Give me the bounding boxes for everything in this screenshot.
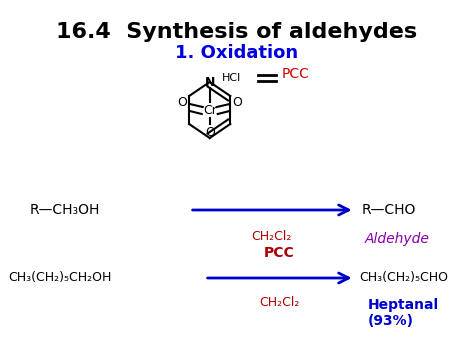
Text: HCl: HCl: [222, 73, 241, 83]
Text: CH₂Cl₂: CH₂Cl₂: [251, 230, 292, 243]
Text: PCC: PCC: [282, 67, 310, 81]
Text: CH₃(CH₂)₅CHO: CH₃(CH₂)₅CHO: [359, 272, 448, 284]
Text: CH₂Cl₂: CH₂Cl₂: [259, 296, 300, 309]
Text: R—CHO: R—CHO: [362, 203, 416, 217]
Text: N: N: [204, 76, 215, 88]
Text: Heptanal
(93%): Heptanal (93%): [367, 298, 438, 328]
Text: O: O: [233, 95, 243, 109]
Text: O: O: [177, 95, 187, 109]
Text: Aldehyde: Aldehyde: [365, 232, 429, 246]
Text: PCC: PCC: [264, 246, 295, 260]
Text: R—CH₃OH: R—CH₃OH: [30, 203, 100, 217]
Text: 16.4  Synthesis of aldehydes: 16.4 Synthesis of aldehydes: [56, 22, 417, 42]
Text: Cr: Cr: [203, 104, 217, 116]
Text: 1. Oxidation: 1. Oxidation: [175, 44, 298, 62]
Text: O: O: [205, 126, 215, 138]
Text: CH₃(CH₂)₅CH₂OH: CH₃(CH₂)₅CH₂OH: [8, 272, 111, 284]
